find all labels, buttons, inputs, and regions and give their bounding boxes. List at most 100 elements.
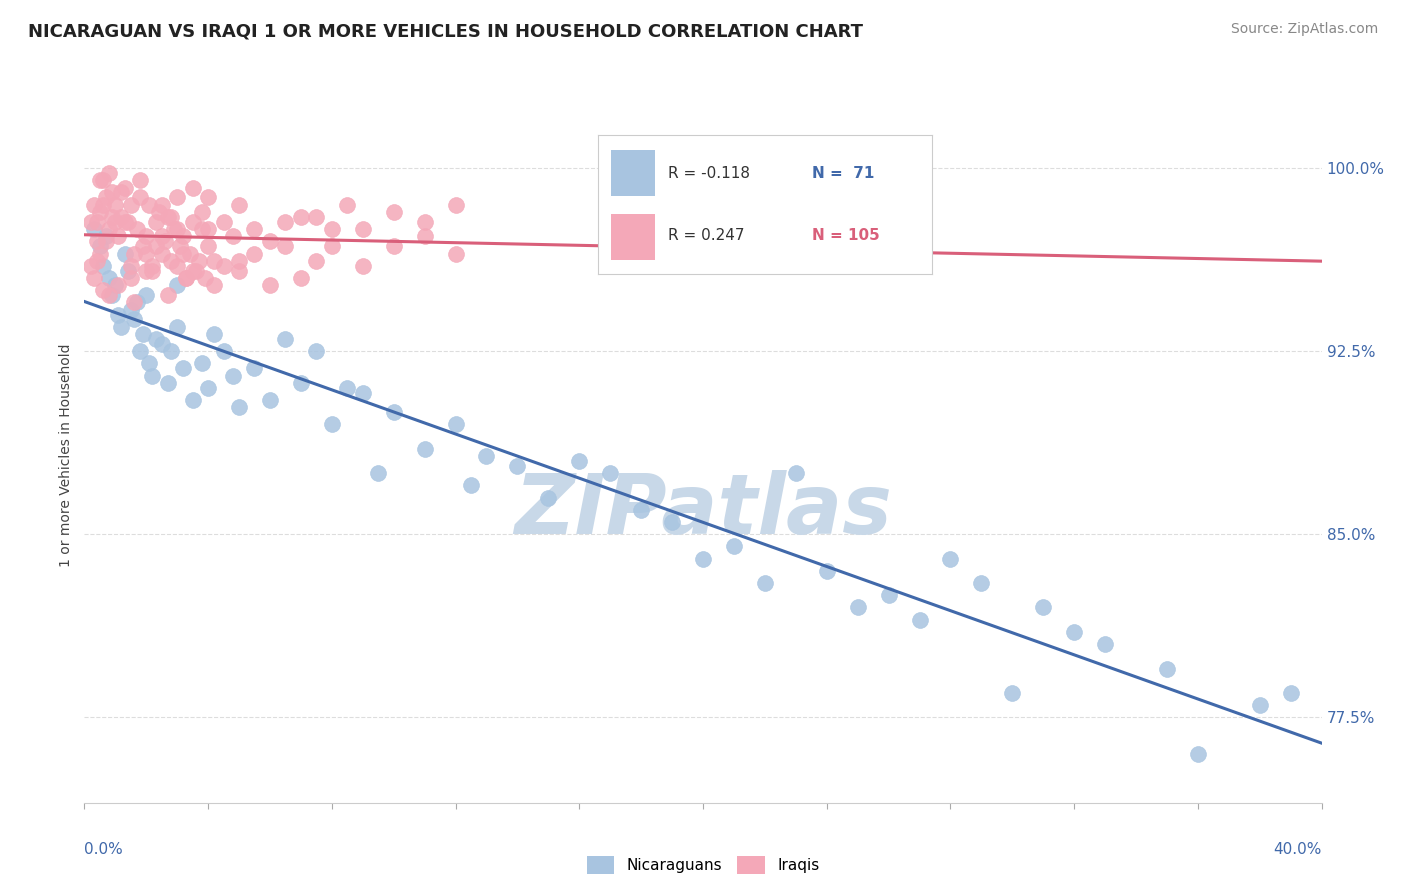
- Point: [145, 239, 167, 253]
- Point: [1001, 686, 1024, 700]
- Point: [107, 308, 129, 322]
- Point: [156, 210, 179, 224]
- Point: [141, 263, 163, 277]
- Point: [785, 467, 807, 481]
- Point: [212, 215, 235, 229]
- Point: [274, 332, 297, 346]
- Point: [243, 222, 266, 236]
- Point: [336, 197, 359, 211]
- Point: [83, 271, 105, 285]
- Point: [89, 246, 111, 260]
- Point: [970, 576, 993, 591]
- Point: [259, 235, 281, 249]
- Point: [1094, 637, 1116, 651]
- Point: [117, 215, 139, 229]
- Point: [413, 215, 436, 229]
- Point: [1032, 600, 1054, 615]
- Point: [475, 449, 498, 463]
- Point: [212, 344, 235, 359]
- Point: [181, 263, 204, 277]
- Point: [187, 253, 209, 268]
- Point: [352, 259, 374, 273]
- Point: [169, 239, 191, 253]
- Point: [1187, 747, 1209, 761]
- Point: [336, 381, 359, 395]
- Point: [117, 263, 139, 277]
- Point: [908, 613, 931, 627]
- Point: [150, 197, 173, 211]
- Point: [321, 222, 343, 236]
- Point: [1063, 624, 1085, 639]
- Point: [290, 376, 312, 390]
- Point: [166, 319, 188, 334]
- Point: [274, 239, 297, 253]
- Point: [101, 210, 124, 224]
- Point: [259, 392, 281, 407]
- Point: [191, 222, 214, 236]
- Point: [156, 288, 179, 302]
- Text: 0.0%: 0.0%: [84, 842, 124, 856]
- Point: [197, 239, 219, 253]
- Y-axis label: 1 or more Vehicles in Household: 1 or more Vehicles in Household: [59, 343, 73, 566]
- Point: [120, 302, 142, 317]
- Point: [191, 205, 214, 219]
- Point: [129, 190, 152, 204]
- Point: [939, 551, 962, 566]
- Point: [86, 235, 108, 249]
- Point: [160, 210, 183, 224]
- Point: [228, 253, 250, 268]
- Point: [197, 381, 219, 395]
- Point: [141, 259, 163, 273]
- Point: [243, 246, 266, 260]
- Point: [148, 205, 170, 219]
- Point: [184, 263, 207, 277]
- Point: [91, 259, 114, 273]
- Point: [172, 361, 194, 376]
- Point: [166, 259, 188, 273]
- Point: [382, 239, 405, 253]
- Point: [172, 246, 194, 260]
- Point: [104, 278, 127, 293]
- Point: [460, 478, 482, 492]
- Point: [153, 235, 176, 249]
- Point: [191, 356, 214, 370]
- Point: [259, 278, 281, 293]
- Point: [222, 229, 245, 244]
- Legend: Nicaraguans, Iraqis: Nicaraguans, Iraqis: [581, 850, 825, 880]
- Point: [172, 229, 194, 244]
- Point: [107, 278, 129, 293]
- Point: [86, 253, 108, 268]
- Point: [135, 288, 157, 302]
- Point: [290, 210, 312, 224]
- Point: [91, 283, 114, 297]
- Point: [202, 253, 225, 268]
- Point: [129, 344, 152, 359]
- Point: [98, 288, 121, 302]
- Point: [110, 186, 132, 200]
- Point: [166, 190, 188, 204]
- Point: [444, 417, 467, 432]
- Text: ZIPatlas: ZIPatlas: [515, 470, 891, 551]
- Point: [138, 197, 160, 211]
- Point: [120, 197, 142, 211]
- Point: [382, 205, 405, 219]
- Point: [274, 215, 297, 229]
- Point: [228, 263, 250, 277]
- Point: [321, 417, 343, 432]
- Point: [661, 515, 683, 529]
- Point: [305, 253, 328, 268]
- Point: [290, 271, 312, 285]
- Point: [83, 197, 105, 211]
- Point: [132, 239, 155, 253]
- Point: [815, 564, 838, 578]
- Point: [110, 210, 132, 224]
- Point: [141, 368, 163, 383]
- Point: [181, 180, 204, 194]
- Point: [1156, 661, 1178, 675]
- Point: [382, 405, 405, 419]
- Point: [120, 259, 142, 273]
- Point: [122, 295, 145, 310]
- Point: [176, 271, 198, 285]
- Point: [630, 503, 652, 517]
- Point: [181, 215, 204, 229]
